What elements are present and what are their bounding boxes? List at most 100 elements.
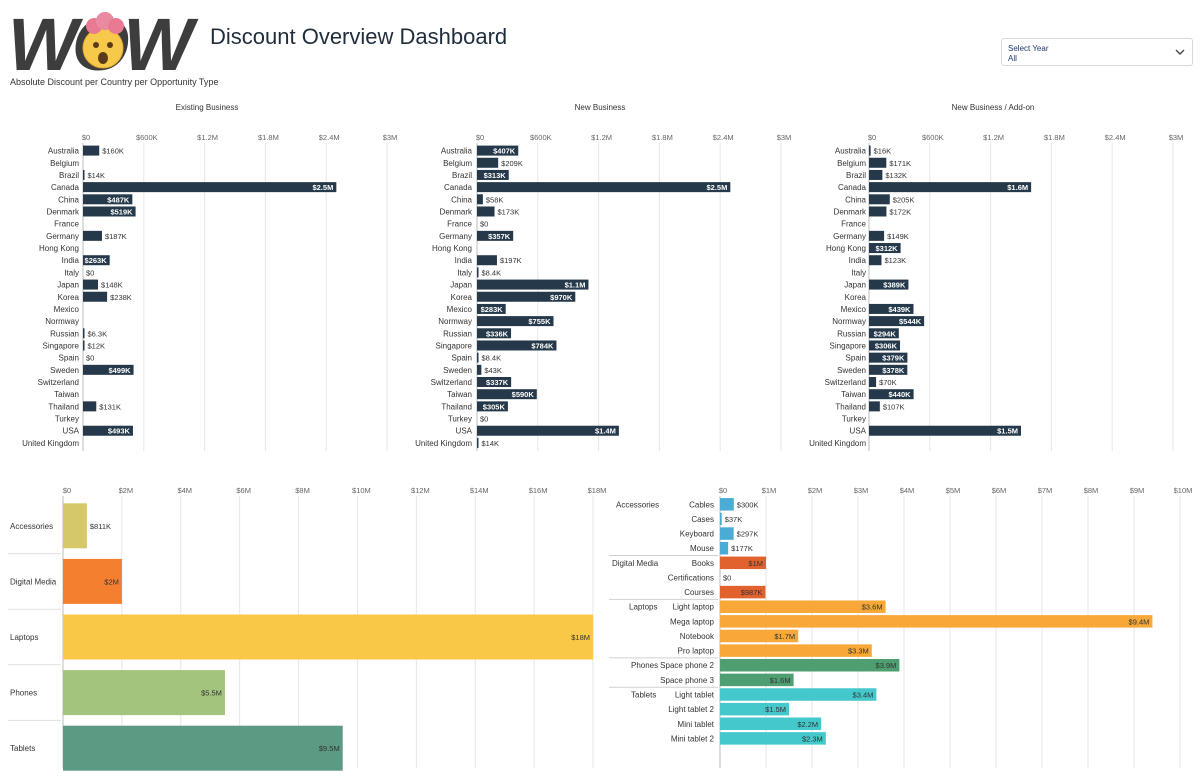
bar	[869, 157, 887, 168]
data-label: $357K	[488, 232, 511, 241]
bar	[477, 377, 512, 388]
bar	[477, 352, 479, 363]
subcategory-label: Pro laptop	[678, 647, 715, 656]
country-label: USA	[850, 427, 867, 436]
country-label: China	[58, 195, 79, 204]
bar	[720, 717, 822, 731]
country-label: Brazil	[452, 171, 472, 180]
bar	[477, 328, 512, 339]
bar	[477, 255, 497, 266]
bar	[720, 512, 722, 526]
subcategory-label: Cables	[689, 500, 714, 509]
bar	[477, 401, 508, 412]
x-tick-label: $2.4M	[1105, 133, 1126, 142]
year-select[interactable]: Select Year All	[1001, 38, 1193, 66]
data-label: $132K	[885, 171, 907, 180]
country-label: Russian	[50, 329, 79, 338]
x-tick-label: $2M	[119, 486, 134, 495]
data-label: $148K	[101, 281, 123, 290]
bar	[477, 303, 506, 314]
data-label: $407K	[493, 147, 516, 156]
country-label: Germany	[833, 232, 866, 241]
x-tick-label: $600K	[530, 133, 552, 142]
data-label: $987K	[741, 588, 763, 597]
group-label: Phones	[631, 661, 658, 670]
country-label: Russian	[837, 329, 866, 338]
x-tick-label: $0	[82, 133, 90, 142]
country-label: Japan	[57, 281, 79, 290]
bar	[720, 673, 794, 687]
country-label: Mexico	[447, 305, 473, 314]
data-label: $197K	[500, 256, 522, 265]
country-label: France	[54, 220, 79, 229]
bar	[63, 670, 225, 716]
category-label: Tablets	[10, 744, 35, 753]
chevron-down-icon	[1175, 49, 1185, 55]
country-label: Korea	[451, 293, 473, 302]
data-label: $14K	[88, 171, 106, 180]
bar	[63, 614, 593, 660]
bar	[720, 527, 734, 540]
country-label: Italy	[64, 268, 79, 277]
data-label: $2.5M	[312, 183, 333, 192]
bar	[477, 157, 499, 168]
data-label: $149K	[887, 232, 909, 241]
bar	[869, 255, 882, 266]
x-tick-label: $6M	[992, 486, 1007, 495]
subcategory-label: Space phone 2	[660, 661, 714, 670]
bar	[83, 194, 133, 205]
bar	[477, 316, 554, 327]
data-label: $8.4K	[482, 268, 502, 277]
data-label: $43K	[484, 366, 502, 375]
bar	[83, 169, 85, 180]
country-label: USA	[63, 427, 80, 436]
data-label: $173K	[498, 207, 520, 216]
country-label: Hong Kong	[432, 244, 472, 253]
bar	[477, 279, 589, 290]
data-label: $312K	[876, 244, 899, 253]
subcategory-label: Mini tablet	[678, 720, 715, 729]
x-tick-label: $18M	[588, 486, 607, 495]
bar	[63, 503, 87, 549]
data-label: $590K	[512, 390, 535, 399]
data-label: $2.2M	[797, 720, 818, 729]
data-label: $205K	[893, 195, 915, 204]
data-label: $70K	[879, 378, 897, 387]
bar	[63, 558, 122, 604]
x-tick-label: $1.8M	[258, 133, 279, 142]
data-label: $5.5M	[201, 689, 222, 698]
country-label: China	[845, 195, 866, 204]
data-label: $499K	[108, 366, 131, 375]
country-label: Denmark	[834, 207, 867, 216]
bar	[869, 303, 914, 314]
country-label: Russian	[443, 329, 472, 338]
country-label: Denmark	[47, 207, 80, 216]
bar	[720, 629, 799, 643]
data-label: $209K	[501, 159, 523, 168]
country-label: Australia	[48, 147, 80, 156]
x-tick-label: $0	[719, 486, 727, 495]
country-label: Spain	[452, 354, 472, 363]
mind-blown-emoji-icon	[82, 12, 124, 69]
bar	[720, 702, 789, 716]
data-label: $3.3M	[848, 647, 869, 656]
subcategory-label: Light tablet	[675, 691, 715, 700]
data-label: $440K	[888, 390, 911, 399]
country-label: Korea	[58, 293, 80, 302]
country-label: Normway	[832, 317, 866, 326]
data-label: $0	[480, 415, 488, 424]
country-label: Korea	[845, 293, 867, 302]
x-tick-label: $1.8M	[1044, 133, 1065, 142]
data-label: $3.4M	[853, 691, 874, 700]
bar	[720, 556, 766, 570]
data-label: $0	[723, 573, 731, 582]
data-label: $1.5M	[765, 705, 786, 714]
country-label: Italy	[851, 268, 866, 277]
x-tick-label: $7M	[1038, 486, 1053, 495]
data-label: $1.6M	[1007, 183, 1028, 192]
data-label: $1.4M	[595, 427, 616, 436]
data-label: $337K	[486, 378, 509, 387]
bar	[869, 389, 914, 400]
data-label: $379K	[882, 354, 905, 363]
